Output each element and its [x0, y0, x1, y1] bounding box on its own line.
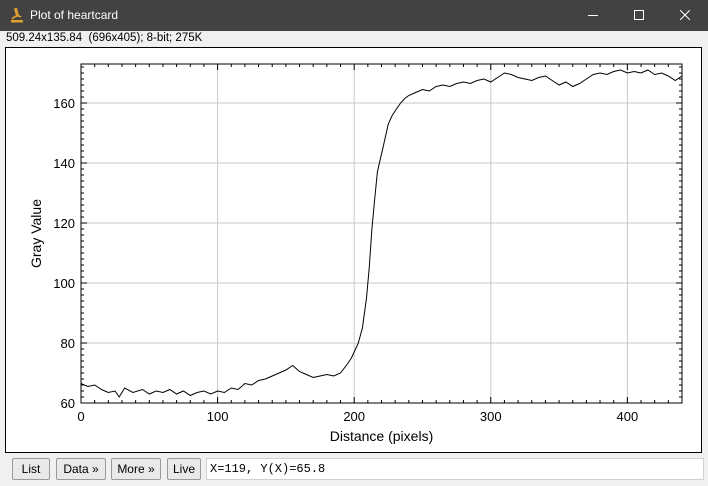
microscope-icon	[11, 7, 23, 23]
coordinate-readout: X=119, Y(X)=65.8	[206, 458, 704, 480]
minimize-icon	[588, 15, 598, 16]
x-tick-label: 400	[617, 409, 639, 424]
plot-axes-frame	[80, 63, 683, 404]
x-tick-label: 200	[343, 409, 365, 424]
y-tick-label: 100	[53, 276, 75, 291]
x-axis-label: Distance (pixels)	[330, 428, 433, 444]
title-bar: Plot of heartcard	[0, 0, 708, 31]
button-bar: List Data » More » Live X=119, Y(X)=65.8	[0, 456, 708, 486]
more-button[interactable]: More »	[111, 458, 161, 480]
list-button[interactable]: List	[12, 458, 50, 480]
live-button[interactable]: Live	[167, 458, 201, 480]
minimize-button[interactable]	[570, 0, 616, 31]
y-tick-label: 160	[53, 96, 75, 111]
plot-panel[interactable]: 0 100 200 300 400 60 80 100 120 140 160 Distance (p…	[5, 47, 702, 453]
y-tick-label: 60	[61, 396, 75, 411]
x-tick-label: 0	[77, 409, 84, 424]
profile-plot: 0 100 200 300 400 60 80 100 120 140 160 Distance (p…	[28, 63, 683, 444]
y-tick-label: 140	[53, 156, 75, 171]
y-tick-label: 80	[61, 336, 75, 351]
y-axis-label: Gray Value	[28, 199, 44, 268]
profile-line	[80, 69, 683, 398]
data-button[interactable]: Data »	[56, 458, 106, 480]
close-icon	[680, 10, 690, 20]
maximize-button[interactable]	[616, 0, 662, 31]
maximize-icon	[634, 10, 644, 20]
x-tick-label: 300	[480, 409, 502, 424]
x-tick-label: 100	[207, 409, 229, 424]
image-info: 509.24x135.84 (696x405); 8-bit; 275K	[6, 32, 203, 44]
y-tick-label: 120	[53, 216, 75, 231]
window-title: Plot of heartcard	[30, 8, 119, 22]
close-button[interactable]	[662, 0, 708, 31]
